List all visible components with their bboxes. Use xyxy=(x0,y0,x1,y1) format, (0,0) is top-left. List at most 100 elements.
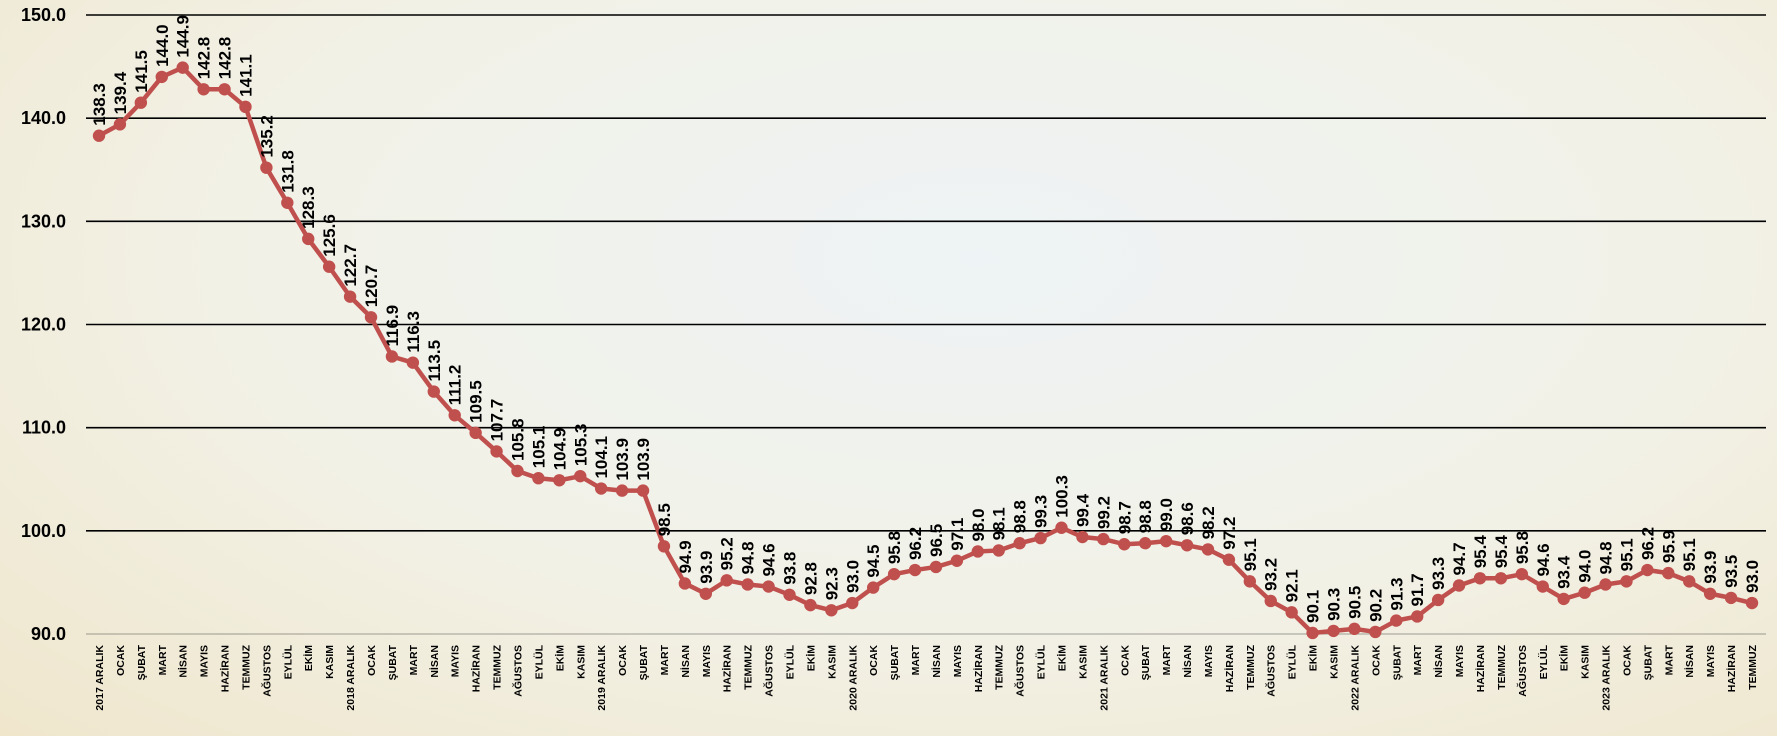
x-tick-label: HAZİRAN xyxy=(470,645,483,692)
x-tick-label: MAYIS xyxy=(1203,645,1215,677)
x-tick-label: KASIM xyxy=(826,645,838,679)
data-point xyxy=(699,587,712,600)
x-tick-label: HAZİRAN xyxy=(972,645,985,692)
data-label: 93.8 xyxy=(780,552,799,585)
data-label: 93.9 xyxy=(697,551,716,584)
x-tick-label: MART xyxy=(1161,644,1173,675)
data-label: 142.8 xyxy=(195,37,214,80)
data-label: 98.8 xyxy=(1011,500,1030,533)
x-tick-label: EYLÜL xyxy=(532,644,545,679)
x-tick-label: TEMMUZ xyxy=(743,644,755,689)
data-point xyxy=(1620,575,1633,588)
data-point xyxy=(1097,532,1110,546)
data-point xyxy=(804,598,817,612)
data-label: 91.7 xyxy=(1408,573,1427,606)
x-tick-label: HAZİRAN xyxy=(721,645,734,692)
data-label: 99.0 xyxy=(1157,498,1176,531)
data-point xyxy=(1703,587,1717,600)
y-tick-label: 110.0 xyxy=(22,418,66,438)
data-label: 94.6 xyxy=(760,543,779,576)
x-tick-label: TEMMUZ xyxy=(994,644,1006,689)
data-label: 104.1 xyxy=(592,436,611,479)
x-tick-label: OCAK xyxy=(1621,645,1633,676)
x-tick-label: EKİM xyxy=(1307,645,1320,672)
data-point xyxy=(1515,567,1529,581)
x-axis-tick-labels: 2017 ARALIK OCAK ŞUBAT MART NİSAN MAYIS HAZİRA… xyxy=(94,644,1759,710)
data-label: 100.3 xyxy=(1053,475,1072,518)
x-tick-label: MART xyxy=(157,644,169,675)
x-tick-label: NİSAN xyxy=(1432,645,1445,678)
data-point xyxy=(281,196,294,209)
data-label: 135.2 xyxy=(257,115,276,158)
x-tick-label: KASIM xyxy=(1329,645,1341,679)
data-point xyxy=(1327,624,1340,638)
data-label: 92.1 xyxy=(1283,569,1302,602)
data-point xyxy=(553,474,566,487)
data-point xyxy=(720,574,733,587)
x-tick-label: EYLÜL xyxy=(1286,644,1299,679)
x-tick-label: TEMMUZ xyxy=(1747,644,1759,689)
data-label: 98.8 xyxy=(1136,500,1155,533)
data-label: 95.8 xyxy=(885,531,904,564)
data-point xyxy=(1348,622,1361,636)
data-label: 94.0 xyxy=(1576,550,1595,583)
x-tick-label: KASIM xyxy=(575,645,587,679)
x-tick-label: MAYIS xyxy=(1454,645,1466,677)
data-label: 93.5 xyxy=(1722,555,1741,588)
data-point xyxy=(490,445,503,458)
data-point xyxy=(239,100,252,114)
x-tick-label: AĞUSTOS xyxy=(763,645,776,697)
data-label: 97.1 xyxy=(948,518,967,551)
data-point xyxy=(908,563,922,577)
data-point xyxy=(113,118,127,131)
series-line xyxy=(92,61,1759,640)
x-tick-label: OCAK xyxy=(366,645,378,676)
data-label: 93.4 xyxy=(1555,555,1574,589)
data-point xyxy=(197,83,210,96)
data-point xyxy=(866,581,880,594)
data-point xyxy=(1724,591,1738,605)
data-point xyxy=(1390,614,1403,627)
data-label: 90.5 xyxy=(1345,586,1364,619)
data-label: 98.6 xyxy=(1178,502,1197,535)
x-tick-label: EKİM xyxy=(553,645,566,672)
data-label: 91.3 xyxy=(1387,577,1406,610)
data-point xyxy=(448,409,461,422)
data-label: 90.1 xyxy=(1304,590,1323,623)
x-tick-label: MART xyxy=(1663,644,1675,675)
data-point xyxy=(887,567,901,581)
data-point xyxy=(343,290,357,303)
x-tick-label: 2020 ARALIK xyxy=(847,645,859,711)
data-label: 95.8 xyxy=(1513,531,1532,564)
x-tick-label: ŞUBAT xyxy=(136,644,148,680)
data-label: 103.9 xyxy=(634,438,653,481)
data-label: 95.9 xyxy=(1659,530,1678,563)
x-tick-label: EYLÜL xyxy=(783,644,796,679)
x-tick-label: NİSAN xyxy=(1683,645,1696,678)
data-label: 144.0 xyxy=(153,24,172,67)
data-label: 94.5 xyxy=(864,544,883,577)
x-tick-label: 2021 ARALIK xyxy=(1098,645,1110,711)
data-label: 94.8 xyxy=(739,541,758,574)
x-tick-label: 2018 ARALIK xyxy=(345,645,357,711)
data-point xyxy=(1076,530,1089,544)
data-point xyxy=(1243,575,1257,588)
data-point xyxy=(636,484,650,497)
data-point xyxy=(1641,563,1654,577)
x-tick-label: AĞUSTOS xyxy=(260,645,273,697)
data-point xyxy=(1013,537,1026,550)
data-label: 144.9 xyxy=(174,15,193,58)
x-tick-label: OCAK xyxy=(1370,645,1382,676)
x-tick-label: ŞUBAT xyxy=(1391,644,1403,680)
x-tick-label: MAYIS xyxy=(199,645,211,677)
data-label: 93.0 xyxy=(843,560,862,593)
x-tick-label: HAZİRAN xyxy=(1725,645,1738,692)
data-point xyxy=(1494,572,1508,585)
x-tick-label: MAYIS xyxy=(701,645,713,677)
data-point xyxy=(1662,566,1675,580)
data-label: 105.1 xyxy=(529,426,548,469)
data-label: 141.5 xyxy=(132,50,151,93)
data-label: 109.5 xyxy=(467,380,486,423)
data-point xyxy=(155,70,168,84)
data-label: 97.2 xyxy=(1220,517,1239,550)
